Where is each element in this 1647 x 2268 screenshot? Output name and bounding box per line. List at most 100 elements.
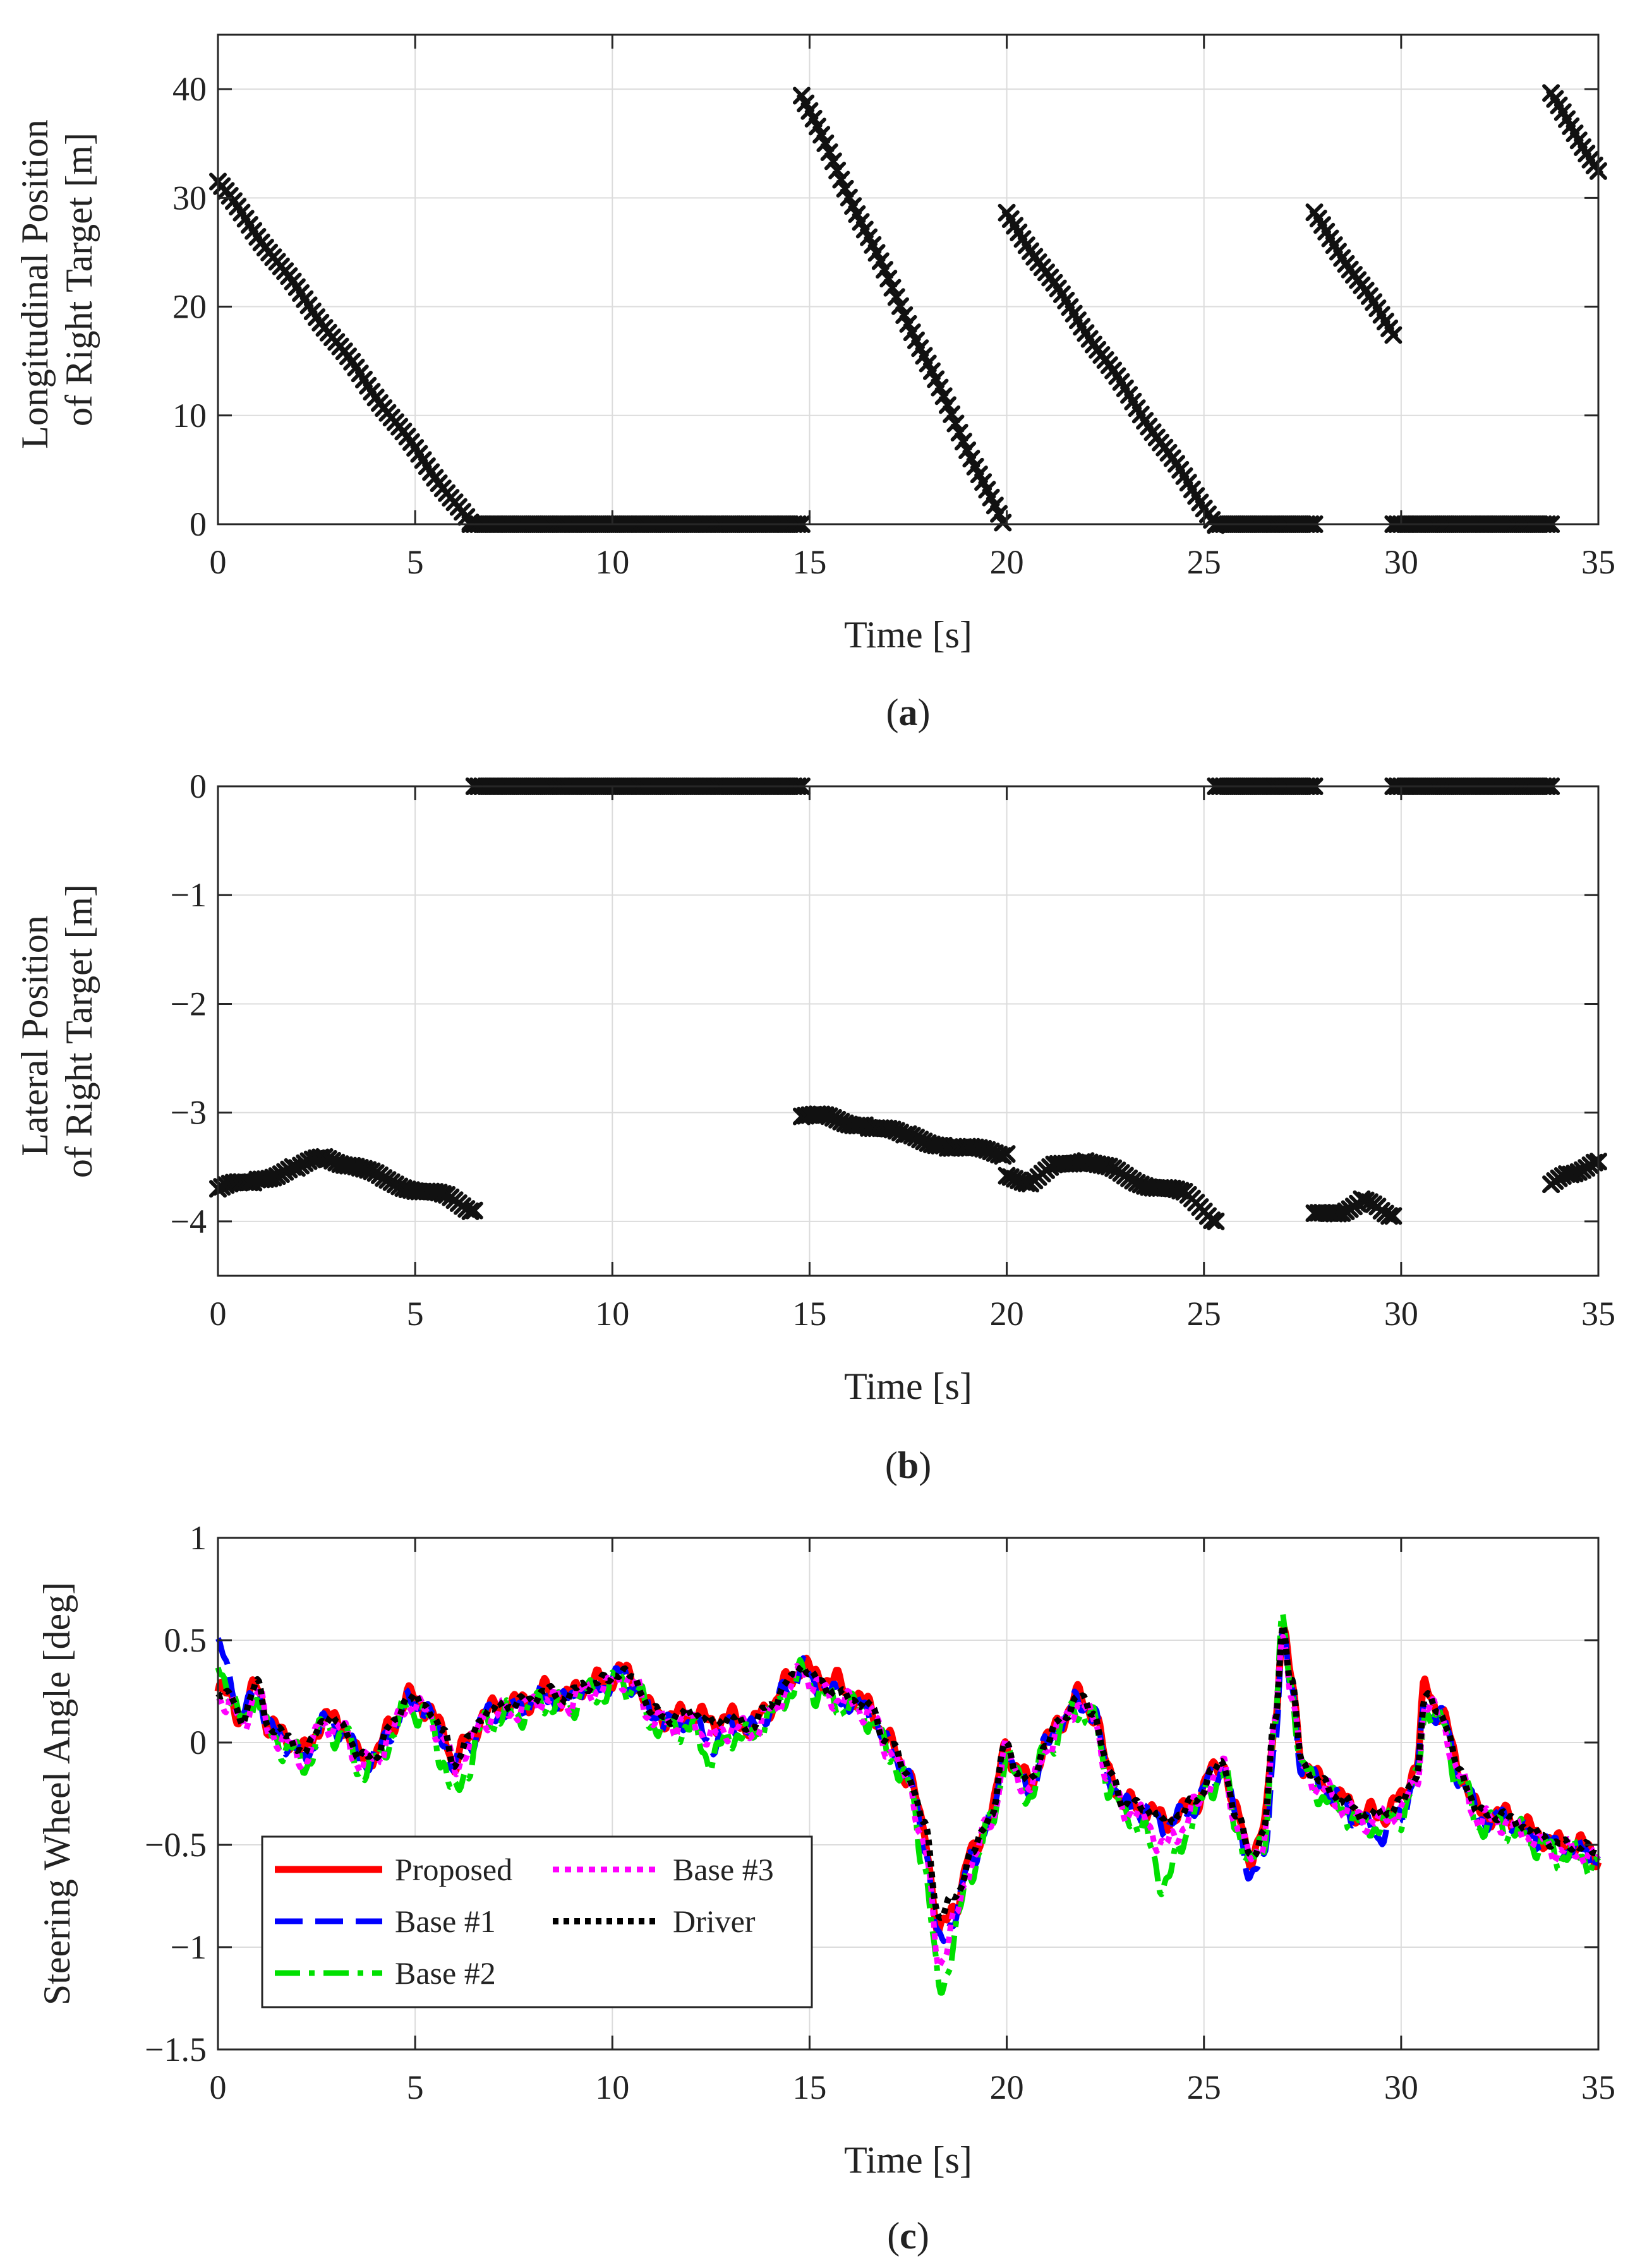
panel-b-y-axis-label: Lateral Position of Right Target [m] bbox=[14, 884, 100, 1178]
longitudinal-marker bbox=[887, 288, 905, 306]
y-tick-label: −4 bbox=[171, 1203, 207, 1240]
lateral-marker bbox=[1207, 1212, 1225, 1230]
series-line-base-2 bbox=[215, 1611, 1601, 1996]
lateral-marker bbox=[461, 1202, 480, 1220]
longitudinal-marker bbox=[934, 387, 953, 405]
longitudinal-marker bbox=[986, 496, 1004, 515]
y-tick-label: −0.5 bbox=[145, 1826, 207, 1864]
x-tick-label: 15 bbox=[792, 543, 826, 581]
panel-c-axes-frame bbox=[217, 1537, 1600, 2051]
panel-a-ticks: 0 5 10 15 20 25 30 35 0 10 20 30 40 bbox=[172, 35, 1615, 581]
longitudinal-marker bbox=[943, 405, 961, 423]
y-tick-label: −1 bbox=[171, 1928, 207, 1966]
x-tick-label: 0 bbox=[210, 1295, 227, 1333]
x-tick-label: 20 bbox=[990, 543, 1024, 581]
x-tick-label: 20 bbox=[990, 1295, 1024, 1333]
y-tick-label: 30 bbox=[172, 179, 207, 217]
longitudinal-marker bbox=[958, 441, 977, 459]
longitudinal-marker bbox=[899, 315, 917, 333]
longitudinal-marker bbox=[808, 117, 826, 136]
longitudinal-marker bbox=[867, 244, 886, 262]
x-tick-label: 10 bbox=[595, 2068, 629, 2106]
panel-a-caption-open: ( bbox=[886, 692, 899, 733]
longitudinal-marker bbox=[876, 261, 894, 279]
legend-label-base-1: Base #1 bbox=[395, 1904, 496, 1939]
y-tick-label: 0 bbox=[190, 505, 207, 543]
panel-b-ticks: 0 5 10 15 20 25 30 35 0 −1 −2 −3 −4 bbox=[171, 767, 1615, 1333]
panel-a-markers bbox=[209, 84, 1607, 534]
x-tick-label: 5 bbox=[407, 543, 424, 581]
legend-label-driver: Driver bbox=[673, 1904, 756, 1939]
y-tick-label: 40 bbox=[172, 70, 207, 108]
y-tick-label: 0 bbox=[190, 767, 207, 805]
y-tick-label: 10 bbox=[172, 397, 207, 435]
panel-c-caption-letter: c bbox=[900, 2215, 917, 2257]
longitudinal-marker bbox=[820, 143, 838, 161]
x-tick-label: 0 bbox=[210, 543, 227, 581]
y-tick-label: 1 bbox=[190, 1519, 207, 1557]
longitudinal-marker bbox=[946, 414, 965, 433]
panel-c-y-axis-label: Steering Wheel Angle [deg] bbox=[36, 1582, 78, 2005]
panel-c-caption-open: ( bbox=[887, 2215, 900, 2257]
x-tick-label: 5 bbox=[407, 2068, 424, 2106]
panel-a-longitudinal-position: 0 5 10 15 20 25 30 35 0 10 20 30 40 Time [s] Longitu… bbox=[14, 33, 1615, 733]
y-tick-label: −1 bbox=[171, 876, 207, 914]
panel-b-caption-open: ( bbox=[885, 1444, 898, 1486]
lateral-marker bbox=[465, 1201, 483, 1220]
x-tick-label: 25 bbox=[1187, 2068, 1221, 2106]
longitudinal-marker bbox=[954, 433, 972, 451]
longitudinal-marker bbox=[824, 152, 842, 171]
longitudinal-marker bbox=[950, 424, 968, 442]
x-tick-label: 0 bbox=[210, 2068, 227, 2106]
panel-c-caption-close: ) bbox=[917, 2215, 929, 2257]
panel-c-y-axis-label-line-1: Steering Wheel Angle [deg] bbox=[36, 1582, 78, 2005]
longitudinal-marker bbox=[990, 505, 1008, 523]
panel-c-steering-wheel-angle: 0 5 10 15 20 25 30 35 1 0.5 0 −0.5 −1 −1.5 Proposed Ba… bbox=[36, 1519, 1615, 2257]
y-tick-label: 0 bbox=[190, 1724, 207, 1761]
longitudinal-marker bbox=[883, 279, 902, 297]
longitudinal-marker bbox=[871, 252, 890, 270]
longitudinal-marker bbox=[891, 297, 910, 315]
lateral-marker bbox=[998, 1145, 1016, 1163]
x-tick-label: 30 bbox=[1384, 543, 1418, 581]
panel-a-axes-frame bbox=[217, 33, 1600, 525]
panel-b-y-axis-label-line-2: of Right Target [m] bbox=[58, 884, 100, 1178]
longitudinal-marker bbox=[927, 370, 945, 388]
panel-a-y-axis-label: Longitudinal Position of Right Target [m… bbox=[14, 110, 100, 449]
longitudinal-marker bbox=[836, 179, 854, 198]
longitudinal-marker bbox=[931, 378, 949, 397]
x-tick-label: 35 bbox=[1581, 1295, 1615, 1333]
longitudinal-marker bbox=[962, 450, 980, 468]
x-tick-label: 15 bbox=[792, 2068, 826, 2106]
lateral-marker bbox=[1384, 1207, 1403, 1225]
x-tick-label: 10 bbox=[595, 1295, 629, 1333]
panel-a-grid bbox=[217, 35, 1599, 525]
longitudinal-marker bbox=[844, 197, 862, 215]
x-tick-label: 25 bbox=[1187, 543, 1221, 581]
lateral-marker bbox=[1380, 1207, 1399, 1225]
panel-a-caption-close: ) bbox=[918, 692, 931, 733]
panel-b-y-axis-label-line-1: Lateral Position bbox=[14, 915, 56, 1156]
panel-b-axes-frame bbox=[217, 785, 1600, 1277]
x-tick-label: 15 bbox=[792, 1295, 826, 1333]
y-tick-label: −3 bbox=[171, 1094, 207, 1132]
legend-label-proposed: Proposed bbox=[395, 1852, 512, 1887]
x-tick-label: 25 bbox=[1187, 1295, 1221, 1333]
legend-label-base-3: Base #3 bbox=[673, 1852, 774, 1887]
panel-c-series-lines bbox=[214, 1611, 1602, 1996]
y-tick-label: −2 bbox=[171, 985, 207, 1023]
longitudinal-marker bbox=[828, 161, 847, 179]
legend-label-base-2: Base #2 bbox=[395, 1955, 496, 1991]
panel-a-y-axis-label-line-1: Longitudinal Position bbox=[14, 119, 56, 449]
longitudinal-marker bbox=[879, 270, 898, 288]
panel-c-x-axis-label: Time [s] bbox=[844, 2139, 972, 2181]
y-tick-label: 0.5 bbox=[164, 1621, 207, 1659]
x-tick-label: 35 bbox=[1581, 543, 1615, 581]
panel-c-legend: Proposed Base #1 Base #2 Base #3 Driver bbox=[261, 1835, 813, 2008]
longitudinal-marker bbox=[903, 323, 921, 342]
panel-a-caption: (a) bbox=[886, 692, 931, 733]
panel-b-x-axis-label: Time [s] bbox=[844, 1365, 972, 1407]
panel-c-ticks: 0 5 10 15 20 25 30 35 1 0.5 0 −0.5 −1 −1.5 bbox=[145, 1519, 1615, 2106]
longitudinal-marker bbox=[812, 126, 831, 144]
